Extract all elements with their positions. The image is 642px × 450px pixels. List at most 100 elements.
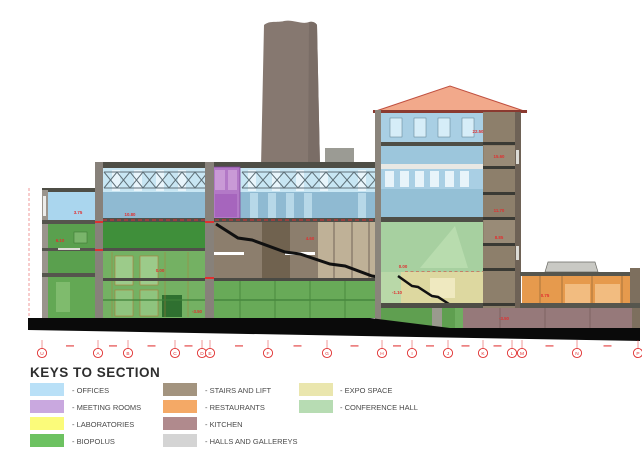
meeting-rooms-block [211, 166, 241, 221]
legend-label-expo-space: - EXPO SPACE [340, 386, 393, 395]
main-hall-offices-volume [103, 192, 385, 220]
legend-swatch-biopolus [30, 434, 64, 447]
skylight [544, 261, 599, 273]
grid-letter-U: U [40, 351, 44, 357]
legend-label-laboratories: - LABORATORIES [72, 420, 135, 429]
grid-letter-P: P [636, 351, 639, 357]
chimney [261, 20, 320, 168]
right-wing [455, 261, 640, 330]
level-annotation: 4.60 [306, 236, 315, 241]
left-wing-biopolus-1 [48, 224, 95, 248]
grid-bubble-K [477, 347, 489, 359]
dimension-mark [545, 345, 554, 347]
legend-swatch-laboratories [30, 417, 64, 430]
grid-letter-B: B [126, 351, 129, 357]
grid-letter-D: D [200, 351, 204, 357]
dimension-mark [66, 345, 74, 347]
dimension-mark [393, 345, 401, 347]
dimension-mark [603, 345, 612, 347]
dimension-mark [461, 345, 470, 347]
grid-bubble-H [376, 347, 388, 359]
legend-swatch-kitchen [163, 417, 197, 430]
grid-letter-J: J [447, 351, 450, 357]
roof-flue-block [325, 148, 354, 165]
grid-letter-F: F [267, 351, 270, 357]
stair-flight-main [215, 222, 386, 280]
column-mid [205, 162, 214, 318]
dimension-mark [493, 345, 502, 347]
level-annotation: 11.70 [494, 208, 505, 213]
grid-letter-H: H [380, 351, 384, 357]
grid-letter-M: M [520, 351, 524, 357]
legend-swatch-restaurants [163, 400, 197, 413]
left-wing-biopolus-2 [48, 251, 95, 273]
tower [372, 85, 528, 330]
grid-letter-E: E [208, 351, 211, 357]
stairs-and-lift-zone [214, 222, 386, 280]
level-annotation: 0.00 [399, 264, 408, 269]
lift-shaft [483, 112, 521, 330]
grid-letter-N: N [575, 351, 579, 357]
right-wing-wall [630, 268, 640, 330]
grid-letter-A: A [96, 351, 100, 357]
level-annotation: 3.75 [74, 210, 83, 215]
grid-bubble-L [506, 347, 518, 359]
legend-swatch-offices [30, 383, 64, 396]
legend-swatch-expo-space [299, 383, 333, 396]
level-annotation: 0.75 [541, 293, 550, 298]
level-annotation: 8.85 [495, 235, 504, 240]
grid-bubble-N [571, 347, 583, 359]
column-left [95, 162, 103, 318]
kitchen-zone [455, 308, 632, 330]
building-section-svg: 3.75 10.80 6.10 0.00 -3.50 4.60 0.00 -1.10 22.50… [28, 20, 642, 359]
grid-bubble-A [92, 347, 104, 359]
grid-bubble-I [406, 347, 418, 359]
grid-bubble-U [36, 347, 48, 359]
legend-swatch-conference-hall [299, 400, 333, 413]
ground [28, 318, 640, 341]
legend-label-kitchen: - KITCHEN [205, 420, 243, 429]
tower-roof [372, 85, 528, 113]
grid-bubble-J [442, 347, 454, 359]
left-wing [42, 188, 98, 320]
legend-label-conference-hall: - CONFERENCE HALL [340, 403, 418, 412]
dimension-mark [147, 345, 156, 347]
dimension-mark [109, 345, 117, 347]
dimension-mark [184, 345, 193, 347]
biopolus-upper [103, 222, 209, 250]
grid-bubble-G [321, 347, 333, 359]
legend-swatch-meeting-rooms [30, 400, 64, 413]
grid-bubble-B [122, 347, 134, 359]
legend-label-halls-and-gallereys: - HALLS AND GALLEREYS [205, 437, 298, 446]
legend-label-biopolus: - BIOPOLUS [72, 437, 115, 446]
level-annotation: -3.50 [192, 309, 203, 314]
dimension-mark [293, 345, 302, 347]
legend-label-meeting-rooms: - MEETING ROOMS [72, 403, 142, 412]
legend: KEYS TO SECTION - OFFICES - MEETING ROOMS… [0, 362, 642, 450]
legend-label-stairs-and-lift: - STAIRS AND LIFT [205, 386, 272, 395]
level-annotation: 6.10 [56, 238, 65, 243]
level-annotations: 3.75 10.80 6.10 0.00 -3.50 4.60 0.00 -1.10 22.50… [56, 129, 550, 321]
left-wing-biopolus-3 [48, 277, 95, 318]
dimension-mark [426, 345, 434, 347]
grid-letter-K: K [481, 351, 485, 357]
legend-title: KEYS TO SECTION [30, 365, 161, 380]
level-annotation: -3.50 [499, 316, 510, 321]
level-annotation: 0.00 [156, 268, 165, 273]
level-annotation: -1.10 [392, 290, 403, 295]
grid-letter-L: L [511, 351, 514, 357]
level-annotation: 22.50 [473, 129, 485, 134]
tower-left-wall [375, 110, 381, 320]
dimension-mark [235, 345, 243, 347]
steel-truss-right [241, 171, 383, 189]
main-hall [95, 162, 387, 318]
grid-letter-C: C [173, 351, 177, 357]
grid-letter-G: G [325, 351, 329, 357]
grid-bubble-E [204, 347, 216, 359]
grid-bubble-F [262, 347, 274, 359]
left-wing-offices [48, 192, 95, 220]
tower-floor-2 [379, 146, 483, 164]
level-annotation: 15.60 [494, 154, 506, 159]
